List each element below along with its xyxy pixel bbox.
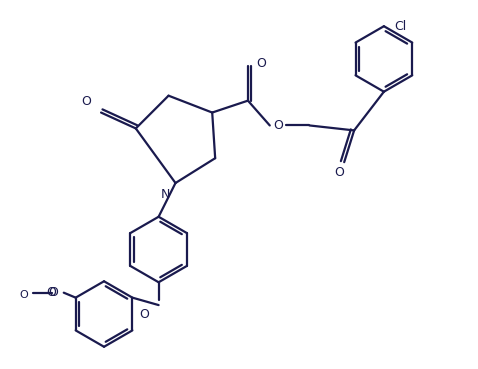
Text: O: O [273,119,282,132]
Text: N: N [161,188,171,201]
Text: O: O [139,308,149,321]
Text: O: O [334,166,344,179]
Text: O: O [256,58,266,70]
Text: Cl: Cl [394,20,406,33]
Text: O: O [46,286,56,299]
Text: O: O [81,94,91,108]
Text: O: O [48,286,58,299]
Text: O: O [19,290,28,300]
